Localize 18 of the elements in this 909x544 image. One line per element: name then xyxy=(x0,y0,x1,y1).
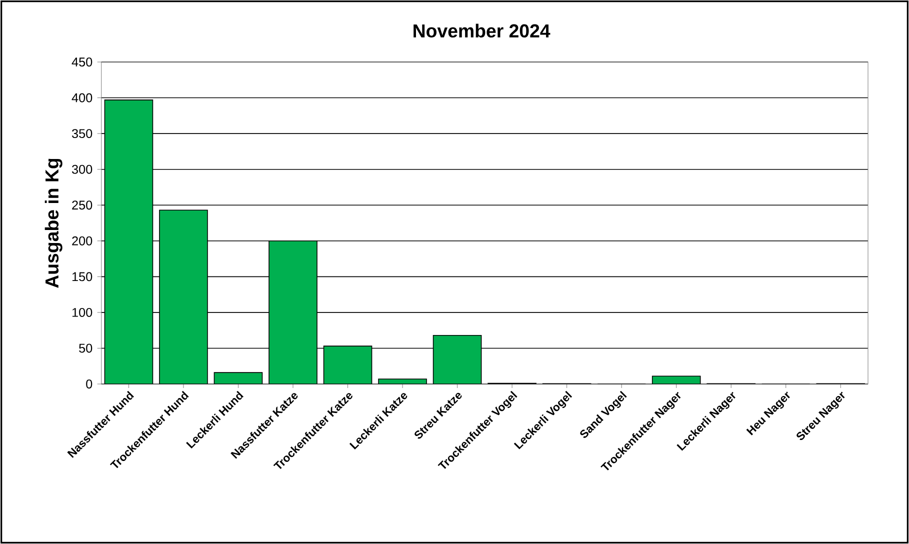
y-tick-label: 250 xyxy=(72,200,92,210)
y-tick-label: 150 xyxy=(72,272,92,282)
y-tick-label: 0 xyxy=(86,380,92,388)
y-tick-label: 100 xyxy=(72,308,92,317)
y-tick-label: 450 xyxy=(72,58,92,66)
chart-title: November 2024 xyxy=(414,24,550,38)
bar xyxy=(159,210,208,384)
y-tick-label: 400 xyxy=(72,93,92,102)
bar xyxy=(323,346,372,384)
bar xyxy=(268,240,318,384)
y-axis-title: Ausgabe in Kg xyxy=(44,158,62,288)
y-tick-label: 350 xyxy=(72,129,92,138)
y-tick-label: 300 xyxy=(72,164,92,174)
bar xyxy=(432,334,482,384)
y-tick-label: 200 xyxy=(72,236,92,246)
bar xyxy=(214,372,262,384)
bar xyxy=(104,100,154,384)
y-tick-label: 50 xyxy=(79,344,92,353)
